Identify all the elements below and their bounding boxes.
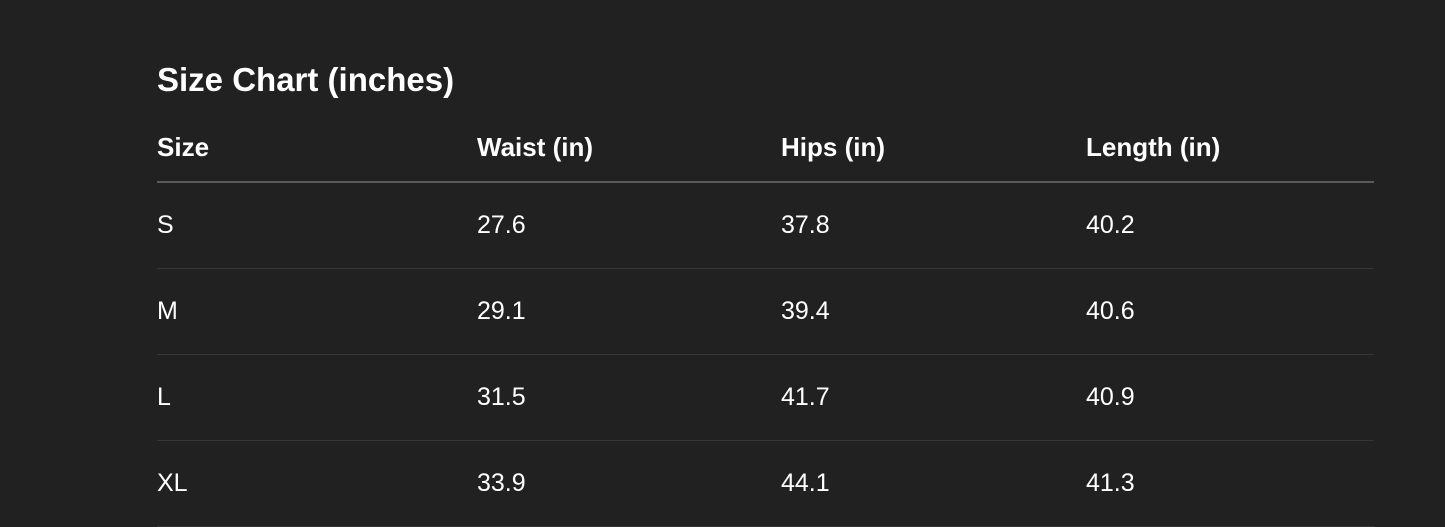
cell-length: 40.9 [1086,354,1374,441]
cell-waist: 33.9 [477,440,781,527]
cell-hips: 39.4 [781,268,1086,355]
header-length: Length (in) [1086,120,1374,183]
table-row: L 31.5 41.7 40.9 [157,354,1374,441]
page-title: Size Chart (inches) [157,61,455,98]
table-row: XL 33.9 44.1 41.3 [157,440,1374,527]
cell-size: M [157,268,477,355]
header-waist: Waist (in) [477,120,781,183]
cell-size: L [157,354,477,441]
cell-size: S [157,182,477,269]
cell-length: 40.2 [1086,182,1374,269]
cell-waist: 31.5 [477,354,781,441]
cell-length: 40.6 [1086,268,1374,355]
cell-hips: 41.7 [781,354,1086,441]
cell-hips: 37.8 [781,182,1086,269]
header-hips: Hips (in) [781,120,1086,183]
cell-waist: 29.1 [477,268,781,355]
cell-size: XL [157,440,477,527]
table-row: M 29.1 39.4 40.6 [157,268,1374,355]
cell-waist: 27.6 [477,182,781,269]
table-header-row: Size Waist (in) Hips (in) Length (in) [157,120,1374,183]
table-row: S 27.6 37.8 40.2 [157,182,1374,269]
header-size: Size [157,120,477,183]
cell-length: 41.3 [1086,440,1374,527]
size-chart-table: Size Waist (in) Hips (in) Length (in) S … [157,120,1374,527]
cell-hips: 44.1 [781,440,1086,527]
